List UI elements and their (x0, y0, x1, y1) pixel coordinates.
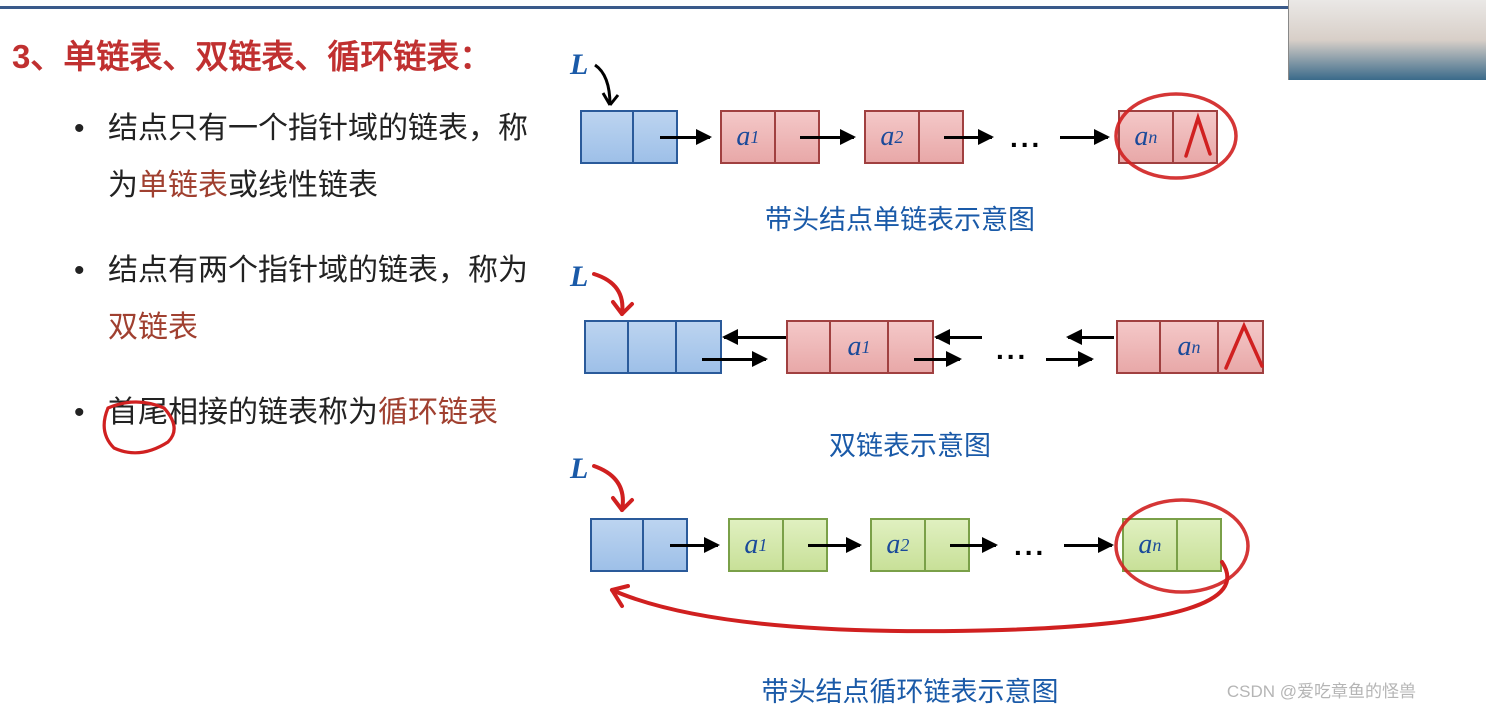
singly-L-label: L (570, 48, 588, 82)
singly-arr-3 (1060, 136, 1108, 139)
singly-an-base: a (1134, 121, 1148, 153)
circ-an-sub: n (1152, 535, 1161, 556)
diagram-area: L a1 a2 ... an (560, 40, 1470, 710)
watermark: CSDN @爱吃章鱼的怪兽 (1227, 677, 1416, 702)
heading-title: 单链表、双链表、循环链表： (63, 38, 492, 75)
bullet-3-pre: 首尾相接的链表称为 (108, 396, 378, 429)
circ-node-n: an (1122, 518, 1222, 572)
singly-a2-sub: 2 (894, 127, 903, 148)
doubly-node-n: an (1116, 320, 1264, 374)
circ-a1-sub: 1 (758, 535, 767, 556)
bullet-3: 首尾相接的链表称为循环链表 (70, 384, 550, 441)
circ-arr-1 (808, 544, 860, 547)
singly-an-sub: n (1148, 127, 1157, 148)
circ-dots: ... (1014, 530, 1046, 562)
bullet-2-pre: 结点有两个指针域的链表，称为 (108, 254, 528, 287)
singly-a1-base: a (736, 121, 750, 153)
circ-a1-base: a (744, 529, 758, 561)
circ-a2-sub: 2 (900, 535, 909, 556)
dbl-arr-l0 (724, 336, 788, 339)
top-rule (0, 6, 1486, 9)
circ-a2-base: a (886, 529, 900, 561)
circ-L-arrow (586, 458, 646, 522)
circ-arr-0 (670, 544, 718, 547)
circ-L-label: L (570, 452, 588, 486)
bullet-2: 结点有两个指针域的链表，称为双链表 (70, 242, 550, 356)
doubly-node-1: a1 (786, 320, 934, 374)
singly-diagram: L a1 a2 ... an (560, 40, 1460, 240)
bullet-1-post: 或线性链表 (228, 169, 378, 202)
dbl-arr-r2 (1046, 358, 1092, 361)
singly-arr-0 (660, 136, 710, 139)
dbl-arr-l2 (1068, 336, 1114, 339)
bullet-3-hl: 循环链表 (378, 396, 498, 429)
dbl-a1-sub: 1 (862, 337, 871, 358)
bullet-1-hl: 单链表 (138, 169, 228, 202)
singly-arr-2 (944, 136, 992, 139)
dbl-an-sub: n (1192, 337, 1201, 358)
bullet-list: 结点只有一个指针域的链表，称为单链表或线性链表 结点有两个指针域的链表，称为双链… (70, 100, 550, 469)
doubly-diagram: L a1 ... an (560, 258, 1460, 478)
bullet-2-hl: 双链表 (108, 311, 198, 344)
doubly-dots: ... (996, 334, 1028, 366)
dbl-arr-l1 (936, 336, 982, 339)
dbl-an-base: a (1178, 331, 1192, 363)
dbl-arr-r0 (702, 358, 766, 361)
doubly-L-label: L (570, 260, 588, 294)
circ-an-base: a (1138, 529, 1152, 561)
circ-arr-3 (1064, 544, 1112, 547)
circular-diagram: L a1 a2 ... an (560, 452, 1460, 712)
singly-caption: 带头结点单链表示意图 (690, 198, 1110, 237)
circ-caption: 带头结点循环链表示意图 (690, 670, 1130, 709)
singly-arr-1 (800, 136, 854, 139)
bullet-1: 结点只有一个指针域的链表，称为单链表或线性链表 (70, 100, 550, 214)
doubly-head-node (584, 320, 722, 374)
heading-number: 3、 (12, 38, 63, 75)
dbl-a1-base: a (848, 331, 862, 363)
dbl-arr-r1 (914, 358, 960, 361)
singly-a2-base: a (880, 121, 894, 153)
singly-node-n: an (1118, 110, 1218, 164)
singly-dots: ... (1010, 122, 1042, 154)
singly-a1-sub: 1 (750, 127, 759, 148)
slide-heading: 3、单链表、双链表、循环链表： (12, 30, 492, 78)
circ-arr-2 (950, 544, 996, 547)
doubly-L-arrow (586, 266, 646, 326)
